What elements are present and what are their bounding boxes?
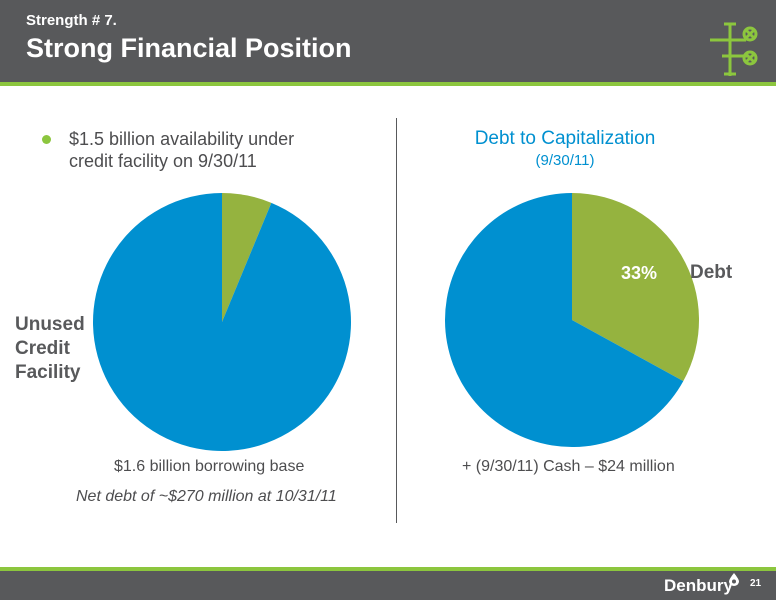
debt-percent-label: 33% <box>621 263 658 283</box>
denbury-logo: Denbury <box>664 576 733 595</box>
debt-to-capitalization-pie <box>445 193 699 447</box>
drop-icon <box>729 573 739 586</box>
page-number: 21 <box>750 578 762 589</box>
pie-slice-0 <box>572 193 699 382</box>
header-bar <box>0 0 776 82</box>
slide-title: Strong Financial Position <box>26 33 352 63</box>
pie-slice-1 <box>92 193 351 451</box>
bullet-text: $1.5 billion availability under credit f… <box>69 129 295 171</box>
footer-bar <box>0 571 776 600</box>
debt-chart-title: Debt to Capitalization <box>474 128 656 149</box>
borrowing-base-caption: $1.6 billion borrowing base <box>114 458 305 475</box>
slide-subtitle: Strength # 7. <box>26 12 117 29</box>
header-accent-stripe <box>0 82 776 86</box>
panel-divider <box>396 118 397 523</box>
net-debt-note: Net debt of ~$270 million at 10/31/11 <box>76 488 337 505</box>
unused-credit-facility-label: Unused Credit Facility <box>15 314 85 383</box>
wellhead-icon <box>710 22 758 76</box>
debt-chart-date: (9/30/11) <box>535 152 595 169</box>
pie-slice-0 <box>222 193 272 322</box>
credit-facility-pie <box>92 193 351 451</box>
footer-accent-stripe <box>0 567 776 571</box>
debt-slice-label: Debt <box>690 262 733 283</box>
pie-slice-1 <box>445 193 684 447</box>
cash-note: + (9/30/11) Cash – $24 million <box>462 458 675 475</box>
bullet-dot <box>42 135 51 144</box>
